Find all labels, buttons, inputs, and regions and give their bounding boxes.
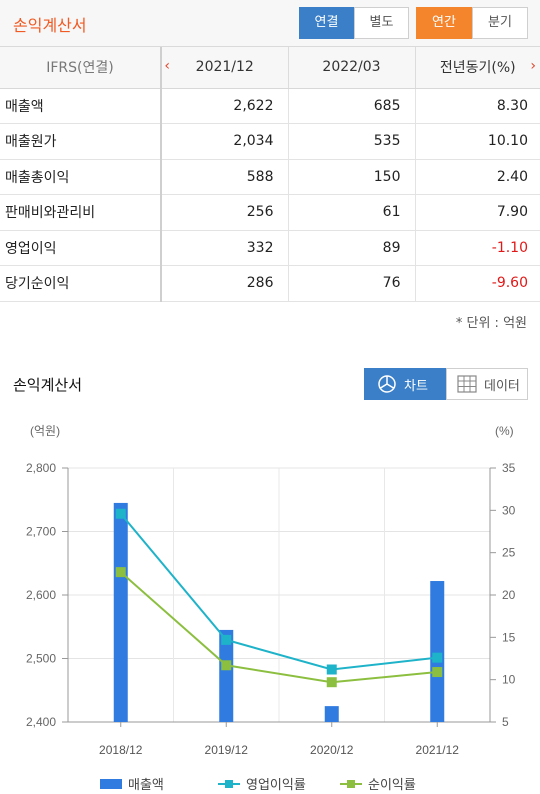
bar-revenue — [324, 706, 339, 722]
income-chart: 2,400 2,500 2,600 2,700 2,800 5 10 15 20 25 30 35 (억… — [0, 410, 540, 794]
line-operating-margin — [119, 513, 438, 671]
data-toggle-label: 데이터 — [484, 378, 520, 394]
cell-2022-03: 535 — [288, 123, 416, 160]
right-tick-label: 5 — [502, 715, 509, 729]
chevron-right-icon[interactable]: › — [530, 58, 536, 74]
cell-yoy-change: -9.60 — [415, 265, 540, 302]
consolidation-toggle: 연결 별도 — [299, 7, 409, 39]
table-grid-icon — [457, 375, 477, 393]
tab-consolidated[interactable]: 연결 — [299, 7, 354, 39]
table-header-row: IFRS(연결) ‹ 2021/12 2022/03 전년동기(%) › — [0, 47, 540, 89]
period-toggle: 연간 분기 — [416, 7, 528, 39]
x-tick-label: 2021/12 — [416, 743, 460, 757]
cell-yoy-change: -1.10 — [415, 230, 540, 266]
chart-section-title: 손익계산서 — [13, 376, 83, 394]
cell-2022-03: 61 — [288, 194, 416, 231]
table-row: 매출액 2,622 685 8.30 — [0, 88, 540, 124]
table-row: 판매비와관리비 256 61 7.90 — [0, 194, 540, 231]
left-tick-label: 2,600 — [26, 588, 56, 602]
table-row: 당기순이익 286 76 -9.60 — [0, 265, 540, 302]
cell-2021-12: 2,034 — [161, 123, 289, 160]
left-tick-label: 2,800 — [26, 461, 56, 475]
cell-2022-03: 685 — [288, 88, 416, 124]
row-label: 영업이익 — [0, 230, 162, 266]
point-operating-margin — [115, 508, 126, 519]
point-net-margin — [115, 567, 126, 578]
right-tick-label: 35 — [502, 461, 516, 475]
cell-2022-03: 89 — [288, 230, 416, 266]
tab-quarterly[interactable]: 분기 — [472, 7, 528, 39]
x-tick-label: 2018/12 — [99, 743, 143, 757]
tab-separate[interactable]: 별도 — [354, 7, 409, 39]
cell-2022-03: 150 — [288, 159, 416, 195]
cell-2021-12: 2,622 — [161, 88, 289, 124]
header-bar: 손익계산서 연결 별도 연간 분기 — [0, 0, 540, 47]
row-label: 당기순이익 — [0, 265, 162, 302]
income-statement-table: IFRS(연결) ‹ 2021/12 2022/03 전년동기(%) › 매출액… — [0, 47, 540, 302]
chart-toggle-label: 차트 — [404, 378, 428, 394]
legend-operating-margin-label: 영업이익률 — [246, 777, 306, 792]
table-row: 영업이익 332 89 -1.10 — [0, 230, 540, 266]
row-label: 매출액 — [0, 88, 162, 124]
left-tick-label: 2,500 — [26, 652, 56, 666]
legend-revenue-label: 매출액 — [128, 777, 164, 792]
column-header-label: 전년동기(%) — [439, 60, 516, 77]
column-header: 전년동기(%) › — [415, 47, 540, 89]
point-operating-margin — [432, 652, 443, 663]
column-header: IFRS(연결) ‹ — [0, 47, 170, 89]
left-tick-label: 2,400 — [26, 715, 56, 729]
x-tick-label: 2020/12 — [310, 743, 354, 757]
right-tick-label: 30 — [502, 503, 516, 517]
cell-2021-12: 256 — [161, 194, 289, 231]
bar-revenue — [219, 629, 234, 722]
line-net-margin — [120, 571, 438, 684]
bar-revenue — [430, 581, 445, 722]
left-tick-label: 2,700 — [26, 525, 56, 539]
legend-operating-margin-swatch-marker — [225, 780, 233, 788]
row-label: 판매비와관리비 — [0, 194, 162, 231]
table-row: 매출원가 2,034 535 10.10 — [0, 123, 540, 160]
column-header: 2021/12 — [161, 47, 289, 89]
right-tick-label: 15 — [502, 630, 516, 644]
chart-toggle-button[interactable]: 차트 — [364, 368, 446, 400]
pie-chart-icon — [378, 375, 396, 393]
cell-2022-03: 76 — [288, 265, 416, 302]
cell-2021-12: 286 — [161, 265, 289, 302]
table-row: 매출총이익 588 150 2.40 — [0, 159, 540, 195]
column-header: 2022/03 — [288, 47, 416, 89]
unit-note: * 단위 : 억원 — [455, 316, 527, 331]
legend-revenue-swatch — [100, 779, 122, 789]
point-operating-margin — [221, 634, 232, 645]
point-net-margin — [432, 667, 443, 678]
cell-2021-12: 332 — [161, 230, 289, 266]
cell-yoy-change: 10.10 — [415, 123, 540, 160]
cell-yoy-change: 8.30 — [415, 88, 540, 124]
column-header-label: IFRS(연결) — [46, 60, 114, 77]
cell-yoy-change: 2.40 — [415, 159, 540, 195]
cell-yoy-change: 7.90 — [415, 194, 540, 231]
right-tick-label: 25 — [502, 546, 516, 560]
right-axis-unit-label: (%) — [495, 424, 514, 438]
chevron-left-icon[interactable]: ‹ — [164, 58, 170, 74]
bar-revenue — [113, 502, 128, 722]
data-toggle-button[interactable]: 데이터 — [446, 368, 528, 400]
row-label: 매출원가 — [0, 123, 162, 160]
right-tick-label: 20 — [502, 588, 516, 602]
right-tick-label: 10 — [502, 673, 516, 687]
point-net-margin — [221, 660, 232, 671]
x-tick-label: 2019/12 — [205, 743, 249, 757]
point-net-margin — [326, 677, 337, 688]
row-label: 매출총이익 — [0, 159, 162, 195]
chart-svg: 2,400 2,500 2,600 2,700 2,800 5 10 15 20 25 30 35 (억… — [26, 424, 516, 792]
legend-net-margin-swatch-marker — [347, 780, 355, 788]
page-title: 손익계산서 — [13, 16, 87, 35]
point-operating-margin — [326, 664, 337, 675]
legend-net-margin-label: 순이익률 — [368, 777, 416, 792]
cell-2021-12: 588 — [161, 159, 289, 195]
left-axis-unit-label: (억원) — [30, 424, 60, 438]
tab-annual[interactable]: 연간 — [416, 7, 472, 39]
